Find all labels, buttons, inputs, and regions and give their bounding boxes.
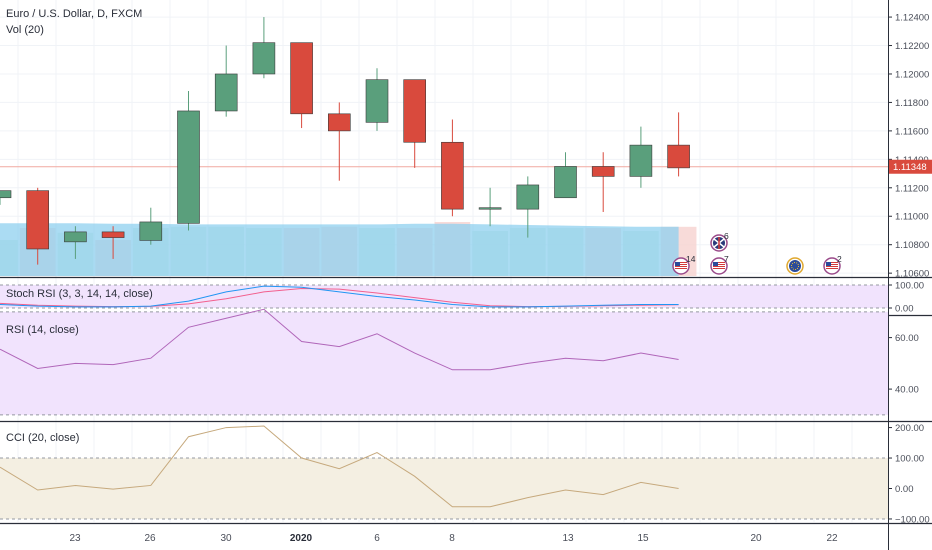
eu-flag-icon[interactable] [786, 257, 804, 275]
flag-canton [713, 262, 718, 266]
price-tick-label: 1.12200 [895, 41, 929, 52]
candle-down [327, 113, 351, 132]
stoch-band [0, 285, 888, 308]
candle-up [365, 79, 389, 123]
candle-up [629, 144, 653, 177]
stoch-k-line [0, 285, 679, 308]
event-count: 7 [724, 254, 729, 264]
economic-events[interactable]: 14 6 7 2 [672, 231, 842, 275]
cci-tick-label: −100.00 [895, 514, 930, 525]
candle-up [252, 42, 276, 75]
price-tag-bg [889, 159, 932, 174]
candle-down [441, 141, 464, 210]
cci-tick-label: 100.00 [895, 454, 924, 465]
candle-up [0, 190, 12, 199]
stoch-tick-label: 0.00 [895, 304, 914, 315]
price-tick-label: 1.10800 [895, 240, 929, 251]
price-tick-label: 1.12400 [895, 13, 929, 24]
candles-layer[interactable] [0, 17, 690, 265]
rsi-tick-label: 60.00 [895, 333, 919, 344]
flag-stripe [713, 268, 725, 269]
last-price-tag: 1.11348 [889, 159, 932, 174]
date-tick-label: 22 [826, 533, 838, 544]
candle-up [177, 110, 200, 224]
uk-flag-icon[interactable]: 6 [710, 231, 729, 252]
date-tick-label: 15 [637, 533, 649, 544]
candle-up [554, 166, 577, 199]
us-flag-icon[interactable]: 2 [823, 254, 842, 275]
candle-up [139, 221, 163, 241]
flag-stripe [675, 266, 687, 267]
us-flag-icon[interactable]: 14 [672, 254, 696, 275]
price-axis[interactable]: 1.124001.122001.120001.118001.116001.114… [888, 0, 932, 550]
candle-down [591, 166, 615, 177]
flag-stars [791, 262, 799, 270]
cci-tick-label: 200.00 [895, 423, 924, 434]
rsi-title: RSI (14, close) [6, 324, 79, 336]
date-tick-label: 13 [562, 533, 574, 544]
price-tag-label: 1.11348 [893, 162, 927, 173]
flag-stripe [713, 264, 725, 265]
price-tick-label: 1.10600 [895, 269, 929, 280]
candle-down [290, 42, 313, 115]
stoch-rsi-pane [0, 284, 888, 309]
flag-stripe [826, 262, 838, 263]
flag-stripe [675, 268, 687, 269]
rsi-band [0, 311, 888, 415]
flag-field [789, 260, 801, 272]
cci-line [0, 425, 679, 508]
volume-pane [0, 222, 697, 276]
flag-stripe [826, 268, 838, 269]
rsi-line [0, 308, 679, 371]
time-axis[interactable]: 23 26 30 2020 6 8 13 15 20 22 [69, 533, 838, 544]
price-tick-label: 1.12000 [895, 69, 929, 80]
cci-title: CCI (20, close) [6, 432, 79, 444]
flag-stripe [713, 262, 725, 263]
event-count: 6 [724, 231, 729, 241]
date-tick-label: 23 [69, 533, 81, 544]
date-tick-label: 26 [144, 533, 156, 544]
stoch-rsi-title: Stoch RSI (3, 3, 14, 14, close) [6, 288, 153, 300]
volume-title: Vol (20) [6, 24, 44, 36]
volume-ma-area [0, 223, 679, 276]
cci-tick-label: 0.00 [895, 484, 914, 495]
candle-up [214, 73, 238, 112]
flag-stripe [675, 262, 687, 263]
cci-pane [0, 425, 888, 520]
flag-stripe [713, 266, 725, 267]
event-count: 2 [837, 254, 842, 264]
flag-stripe [675, 264, 687, 265]
candle-down [667, 144, 690, 169]
rsi-tick-label: 40.00 [895, 385, 919, 396]
flag-stripe [826, 264, 838, 265]
candle-down [26, 190, 50, 250]
date-tick-label: 20 [750, 533, 762, 544]
price-tick-label: 1.11800 [895, 98, 929, 109]
date-tick-label: 30 [220, 533, 232, 544]
us-flag-icon[interactable]: 7 [710, 254, 729, 275]
flag-canton [675, 262, 680, 266]
price-tick-label: 1.11000 [895, 212, 929, 223]
stoch-tick-label: 100.00 [895, 281, 924, 292]
date-tick-label: 2020 [290, 533, 313, 544]
price-tick-label: 1.11600 [895, 126, 929, 137]
candle-down [101, 231, 125, 238]
candle-up [478, 207, 502, 210]
flag-canton [826, 262, 831, 266]
event-count: 14 [686, 254, 696, 264]
candle-up [64, 231, 87, 243]
date-tick-label: 8 [449, 533, 455, 544]
candle-down [403, 79, 427, 143]
candle-up [516, 184, 540, 210]
chart-title: Euro / U.S. Dollar, D, FXCM [6, 8, 142, 20]
rsi-pane [0, 308, 888, 416]
date-tick-label: 6 [374, 533, 380, 544]
flag-stripe [826, 266, 838, 267]
price-tick-label: 1.11200 [895, 183, 929, 194]
cci-band [0, 458, 888, 519]
